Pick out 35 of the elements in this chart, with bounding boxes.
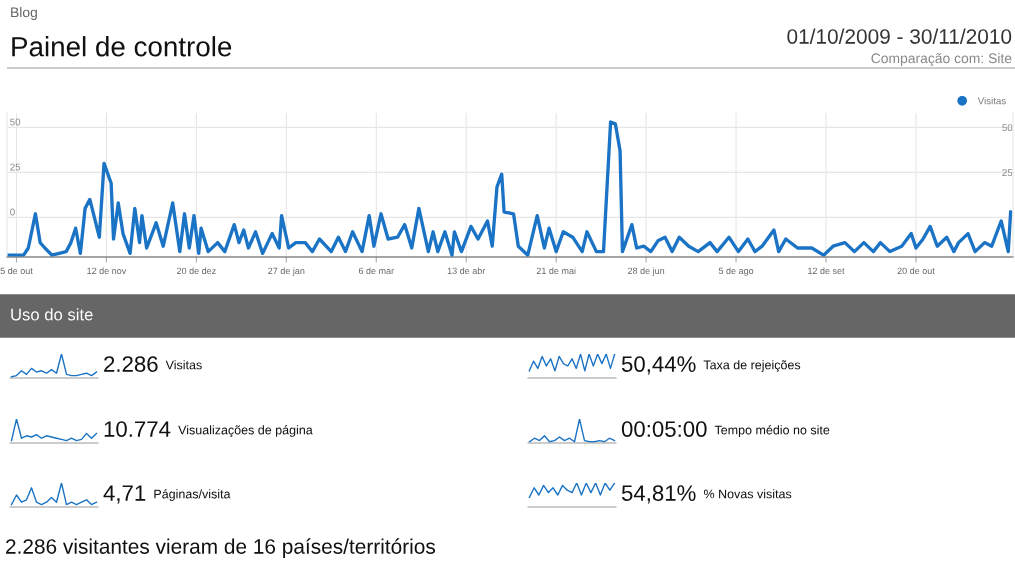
chart-subtitle: Blog [11, 7, 37, 20]
y2-tick-label: 50 [1002, 124, 1013, 132]
x-tick-label: 5 de ago [718, 267, 754, 276]
text: Comparação com: Site [871, 52, 1012, 66]
x-tick-label: 27 de jan [268, 267, 305, 276]
text: 01/10/2009 - 30/11/2010 [787, 28, 1012, 44]
x-tick-label: 13 de abr [447, 267, 486, 275]
x-tick-label: 6 de mar [358, 267, 394, 275]
y2-tick-label: 25 [1002, 169, 1013, 177]
chart-title: 50,44% [621, 356, 696, 375]
text: Uso do site [11, 308, 93, 321]
legend-label: Visitas [977, 97, 1006, 105]
x-tick-label: 21 de mai [536, 267, 576, 275]
x-tick-label: 5 de out [0, 267, 33, 275]
y-tick-label: 25 [10, 163, 21, 171]
y-tick-label: 0 [10, 208, 15, 216]
chart-title: Painel de controle [12, 36, 232, 57]
text: Páginas/visita [154, 489, 231, 501]
text: % Novas visitas [703, 489, 792, 499]
x-tick-label: 28 de jun [627, 267, 665, 276]
chart-title: 4,71 [103, 485, 146, 504]
x-tick-label: 20 de dez [176, 267, 216, 275]
text: 00:05:00 [621, 421, 707, 437]
x-tick-label: 12 de set [808, 267, 845, 275]
text: Visualizações de página [178, 425, 313, 437]
text: 2.286 visitantes vieram de 16 países/territórios [6, 538, 436, 558]
chart-title: 2.286 [104, 356, 158, 372]
x-tick-label: 12 de nov [87, 267, 127, 275]
y-tick-label: 50 [10, 118, 21, 126]
x-tick-label: 20 de out [897, 267, 935, 275]
chart-title: 54,81% [621, 485, 696, 504]
chart-title: 10.774 [104, 421, 171, 437]
text: Taxa de rejeições [703, 360, 801, 372]
text: Visitas [165, 360, 202, 370]
text: Tempo médio no site [714, 425, 830, 437]
